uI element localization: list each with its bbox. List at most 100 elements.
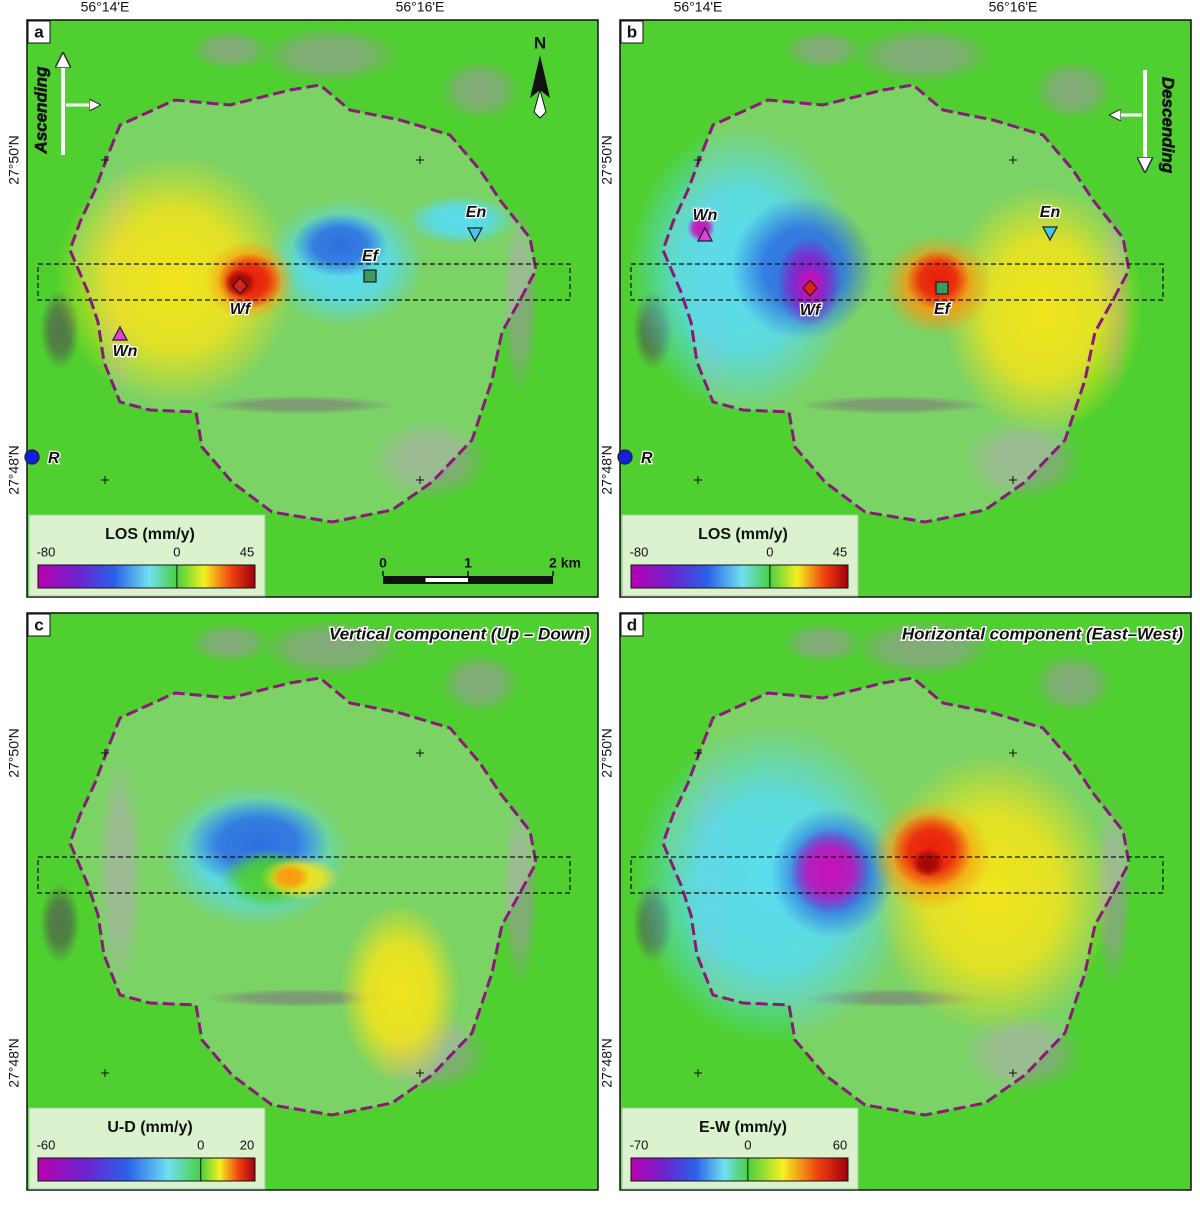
- relief: [260, 620, 400, 676]
- site-label: R: [641, 450, 653, 467]
- graticule-cross: [416, 156, 424, 164]
- legend-title: LOS (mm/y): [105, 526, 195, 543]
- profile-box: [37, 856, 571, 894]
- colorbar-tick-label: 0: [173, 544, 180, 559]
- latitude-label: 27°50'N: [599, 135, 615, 185]
- site-marker: [617, 449, 633, 465]
- colorbar: [630, 1157, 849, 1182]
- colorbar-tick-label: 0: [766, 544, 773, 559]
- graticule-cross: [416, 476, 424, 484]
- panel: 27°50'N 27°48'N d Horizontal component (Eas…: [599, 612, 1192, 1191]
- colorbar-tick-label: -60: [37, 1137, 56, 1152]
- colorbar-tick-label: -80: [37, 544, 56, 559]
- deformation: [340, 903, 460, 1083]
- profile-box: [37, 263, 571, 301]
- site-marker: [232, 277, 248, 295]
- caldera-outline: [661, 676, 1131, 1117]
- legend-title: LOS (mm/y): [698, 526, 788, 543]
- scale-bar-segment: [425, 578, 468, 582]
- relief: [205, 396, 395, 414]
- graticule-cross: [1009, 1069, 1017, 1077]
- site-label: Wn: [113, 343, 138, 360]
- caldera-outline: [661, 83, 1131, 524]
- deformation: [270, 863, 310, 891]
- map-area: [27, 20, 598, 597]
- panel: 27°50'N 27°48'N c Vertical component (Up – …: [6, 612, 599, 1191]
- site-label: En: [466, 204, 487, 221]
- colorbar-tick-label: -70: [630, 1137, 649, 1152]
- latitude-label: 27°48'N: [599, 445, 615, 495]
- panel-letter-box: [620, 20, 644, 44]
- graticule-cross: [1009, 749, 1017, 757]
- relief: [853, 27, 993, 83]
- relief: [190, 623, 270, 663]
- site-marker: [935, 281, 949, 295]
- site-marker: [363, 269, 377, 283]
- site-label: Wn: [693, 207, 718, 224]
- panel-border: [619, 612, 1192, 1191]
- legend-title: U-D (mm/y): [107, 1119, 192, 1136]
- colorbar-tick-label: 20: [240, 1137, 254, 1152]
- site-label: Wf: [800, 302, 822, 319]
- deformation: [292, 213, 388, 277]
- orientation-label: Ascending: [31, 66, 50, 155]
- colorbar: [630, 564, 849, 589]
- panel: 56°14'E 56°16'E 27°50'N 27°48'N b Descending W…: [599, 0, 1192, 598]
- relief: [783, 623, 863, 663]
- longitude-label: 56°14'E: [81, 0, 130, 15]
- colorbar-tick-label: 60: [833, 1137, 847, 1152]
- graticule-cross: [101, 476, 109, 484]
- latitude-label: 27°48'N: [6, 1038, 22, 1088]
- graticule-cross: [694, 749, 702, 757]
- latitude-label: 27°50'N: [6, 135, 22, 185]
- site-marker: [802, 279, 818, 297]
- site-marker: [466, 227, 484, 243]
- relief: [1033, 653, 1113, 713]
- caldera-outline: [68, 83, 538, 524]
- scale-label: 1: [464, 555, 472, 571]
- scale-label: 2 km: [549, 555, 581, 571]
- site-label: R: [48, 450, 60, 467]
- panel-border: [26, 19, 599, 598]
- deformation: [790, 829, 870, 913]
- panel-letter: d: [627, 615, 637, 634]
- site-marker: [111, 325, 129, 341]
- latitude-label: 27°50'N: [6, 728, 22, 778]
- graticule-cross: [1009, 156, 1017, 164]
- latitude-label: 27°50'N: [599, 728, 615, 778]
- graticule-cross: [694, 156, 702, 164]
- relief: [260, 27, 400, 83]
- panel-title: Horizontal component (East–West): [902, 624, 1183, 643]
- map-area: [620, 613, 1191, 1190]
- north-label: N: [534, 33, 546, 52]
- relief: [1033, 60, 1113, 120]
- relief: [798, 396, 988, 414]
- panel-title: Vertical component (Up – Down): [329, 624, 590, 643]
- graticule-cross: [101, 749, 109, 757]
- relief: [783, 30, 863, 70]
- panel-border: [619, 19, 1192, 598]
- colorbar-tick-label: -80: [630, 544, 649, 559]
- site-marker: [696, 226, 714, 242]
- longitude-label: 56°16'E: [989, 0, 1038, 15]
- site-label: Wf: [230, 301, 252, 318]
- colorbar: [37, 564, 256, 589]
- relief: [440, 653, 520, 713]
- deformation: [55, 155, 295, 405]
- colorbar-tick-label: 0: [744, 1137, 751, 1152]
- graticule-cross: [694, 1069, 702, 1077]
- deformation: [405, 195, 515, 245]
- relief: [963, 420, 1083, 500]
- profile-box: [630, 263, 1164, 301]
- graticule-cross: [101, 156, 109, 164]
- deformation: [906, 250, 970, 310]
- scale-label: 0: [379, 555, 387, 571]
- relief: [98, 753, 142, 993]
- graticule-cross: [101, 1069, 109, 1077]
- colorbar-tick-label: 45: [833, 544, 847, 559]
- graticule-cross: [1009, 476, 1017, 484]
- legend-title: E-W (mm/y): [699, 1119, 787, 1136]
- longitude-label: 56°16'E: [396, 0, 445, 15]
